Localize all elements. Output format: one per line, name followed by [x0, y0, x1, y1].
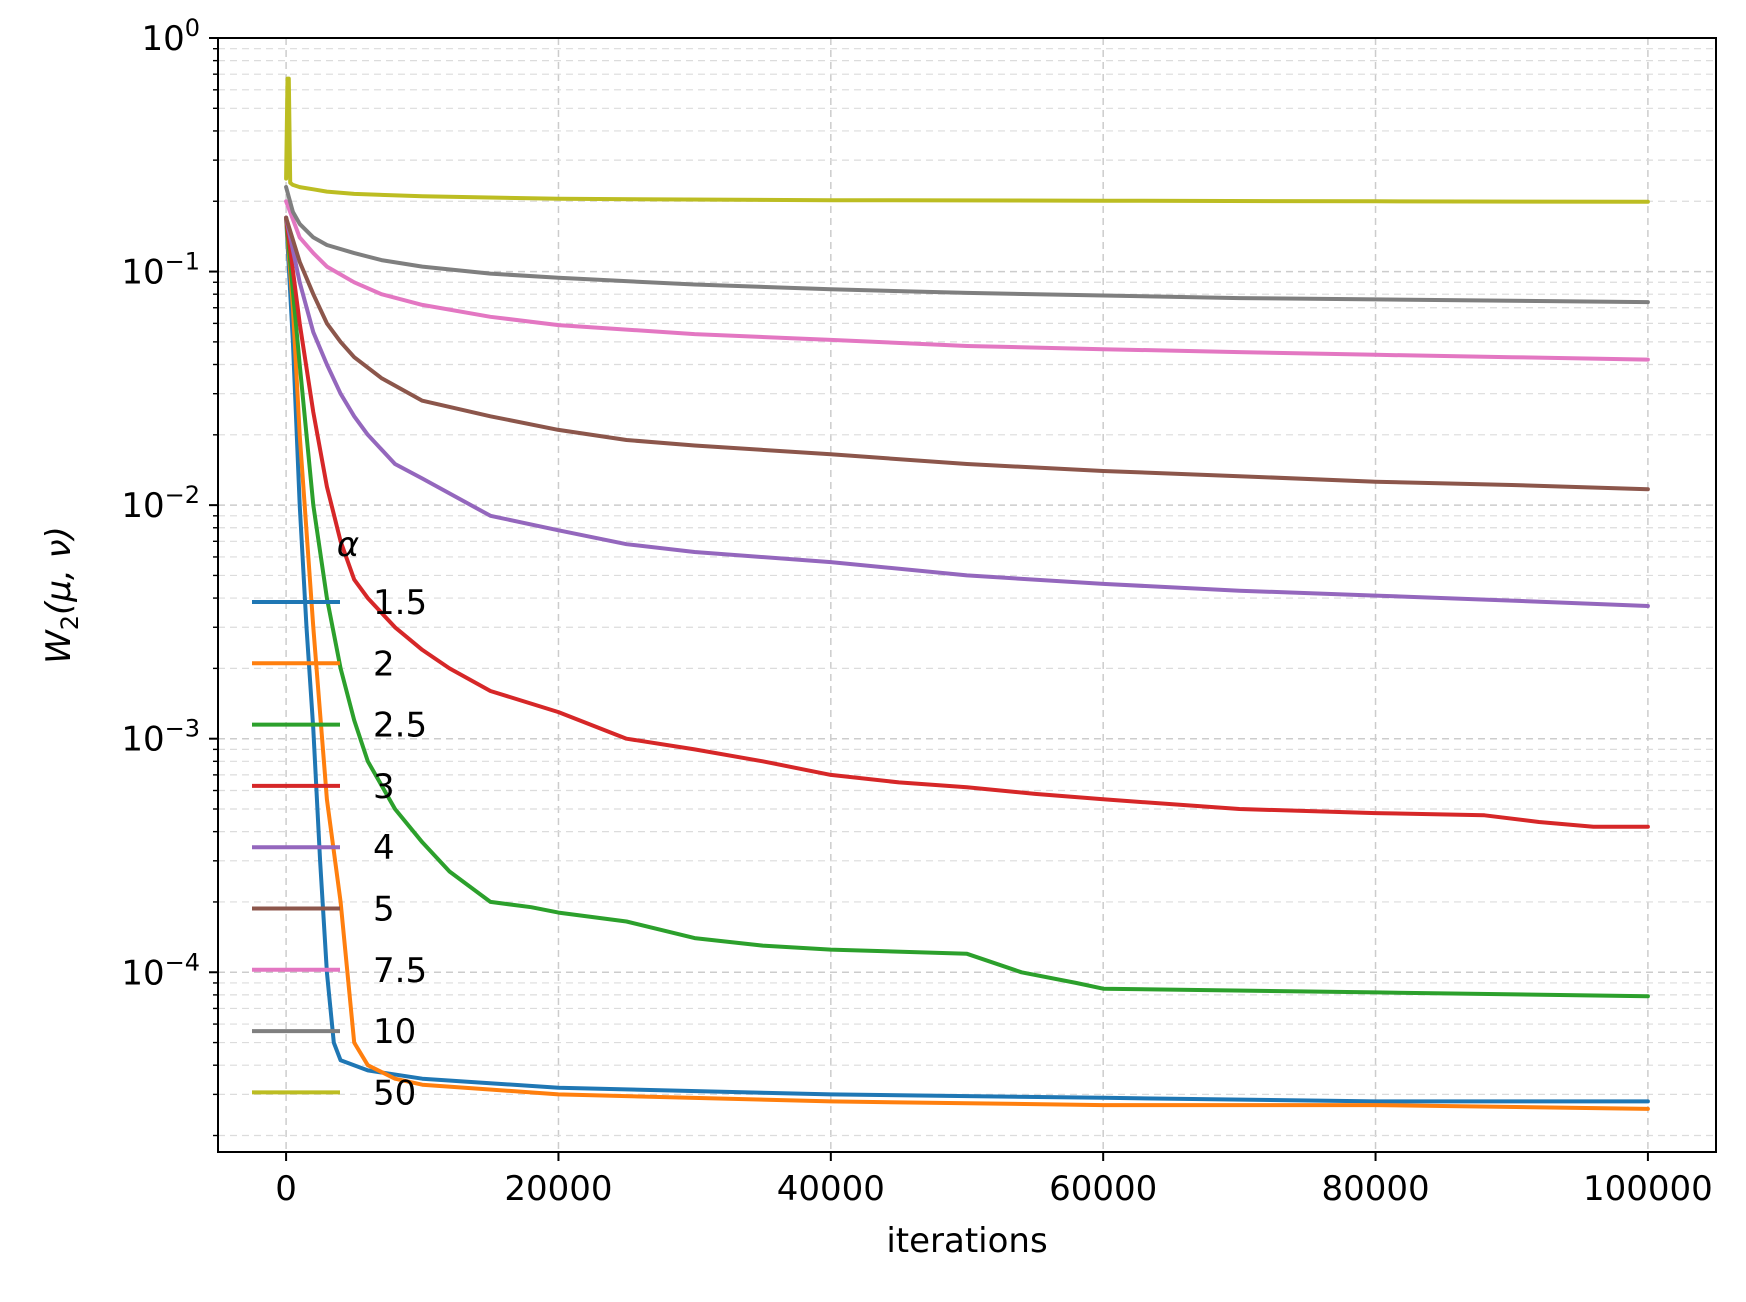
legend-label: 2.5 — [373, 706, 427, 746]
legend-title: α — [337, 525, 359, 565]
y-axis-label: W2(μ, ν) — [39, 526, 84, 664]
legend-label: 2 — [373, 644, 395, 684]
x-tick-label: 0 — [275, 1169, 297, 1209]
series-line-1_5 — [284, 215, 1650, 1104]
x-axis-ticks: 0 20000 40000 60000 80000 100000 — [275, 1152, 1713, 1209]
series-line-10 — [284, 185, 1650, 305]
series-line-50 — [284, 76, 1650, 204]
y-axis-ticks: 10−4 10−3 10−2 10−1 100 — [121, 14, 218, 1137]
y-tick-label: 10−3 — [121, 715, 200, 760]
legend: α 1.5 2 2.5 3 4 5 7.5 10 50 — [252, 525, 427, 1113]
legend-label: 7.5 — [373, 951, 427, 991]
plot-frame — [217, 37, 1717, 1153]
legend-label: 5 — [373, 890, 395, 930]
y-tick-label: 10−4 — [121, 948, 200, 993]
x-axis-label: iterations — [886, 1221, 1047, 1261]
series-line-2_5 — [284, 215, 1650, 999]
y-tick-label: 10−2 — [121, 481, 200, 526]
x-tick-label: 40000 — [777, 1169, 885, 1209]
legend-label: 3 — [373, 767, 395, 807]
legend-label: 4 — [373, 828, 395, 868]
legend-label: 1.5 — [373, 583, 427, 623]
legend-label: 50 — [373, 1073, 416, 1113]
x-tick-label: 20000 — [504, 1169, 612, 1209]
plot-series-area — [284, 76, 1650, 1111]
legend-label: 10 — [373, 1012, 416, 1052]
x-tick-label: 80000 — [1321, 1169, 1429, 1209]
x-tick-label: 60000 — [1049, 1169, 1157, 1209]
series-line-7_5 — [284, 199, 1650, 362]
y-tick-label: 10−1 — [121, 248, 200, 293]
series-line-4 — [284, 215, 1650, 608]
grid — [218, 37, 1716, 1152]
series-line-3 — [284, 215, 1650, 829]
series-line-2 — [284, 215, 1650, 1111]
series-line-5 — [284, 215, 1650, 492]
y-tick-label: 100 — [141, 14, 200, 59]
x-tick-label: 100000 — [1583, 1169, 1713, 1209]
